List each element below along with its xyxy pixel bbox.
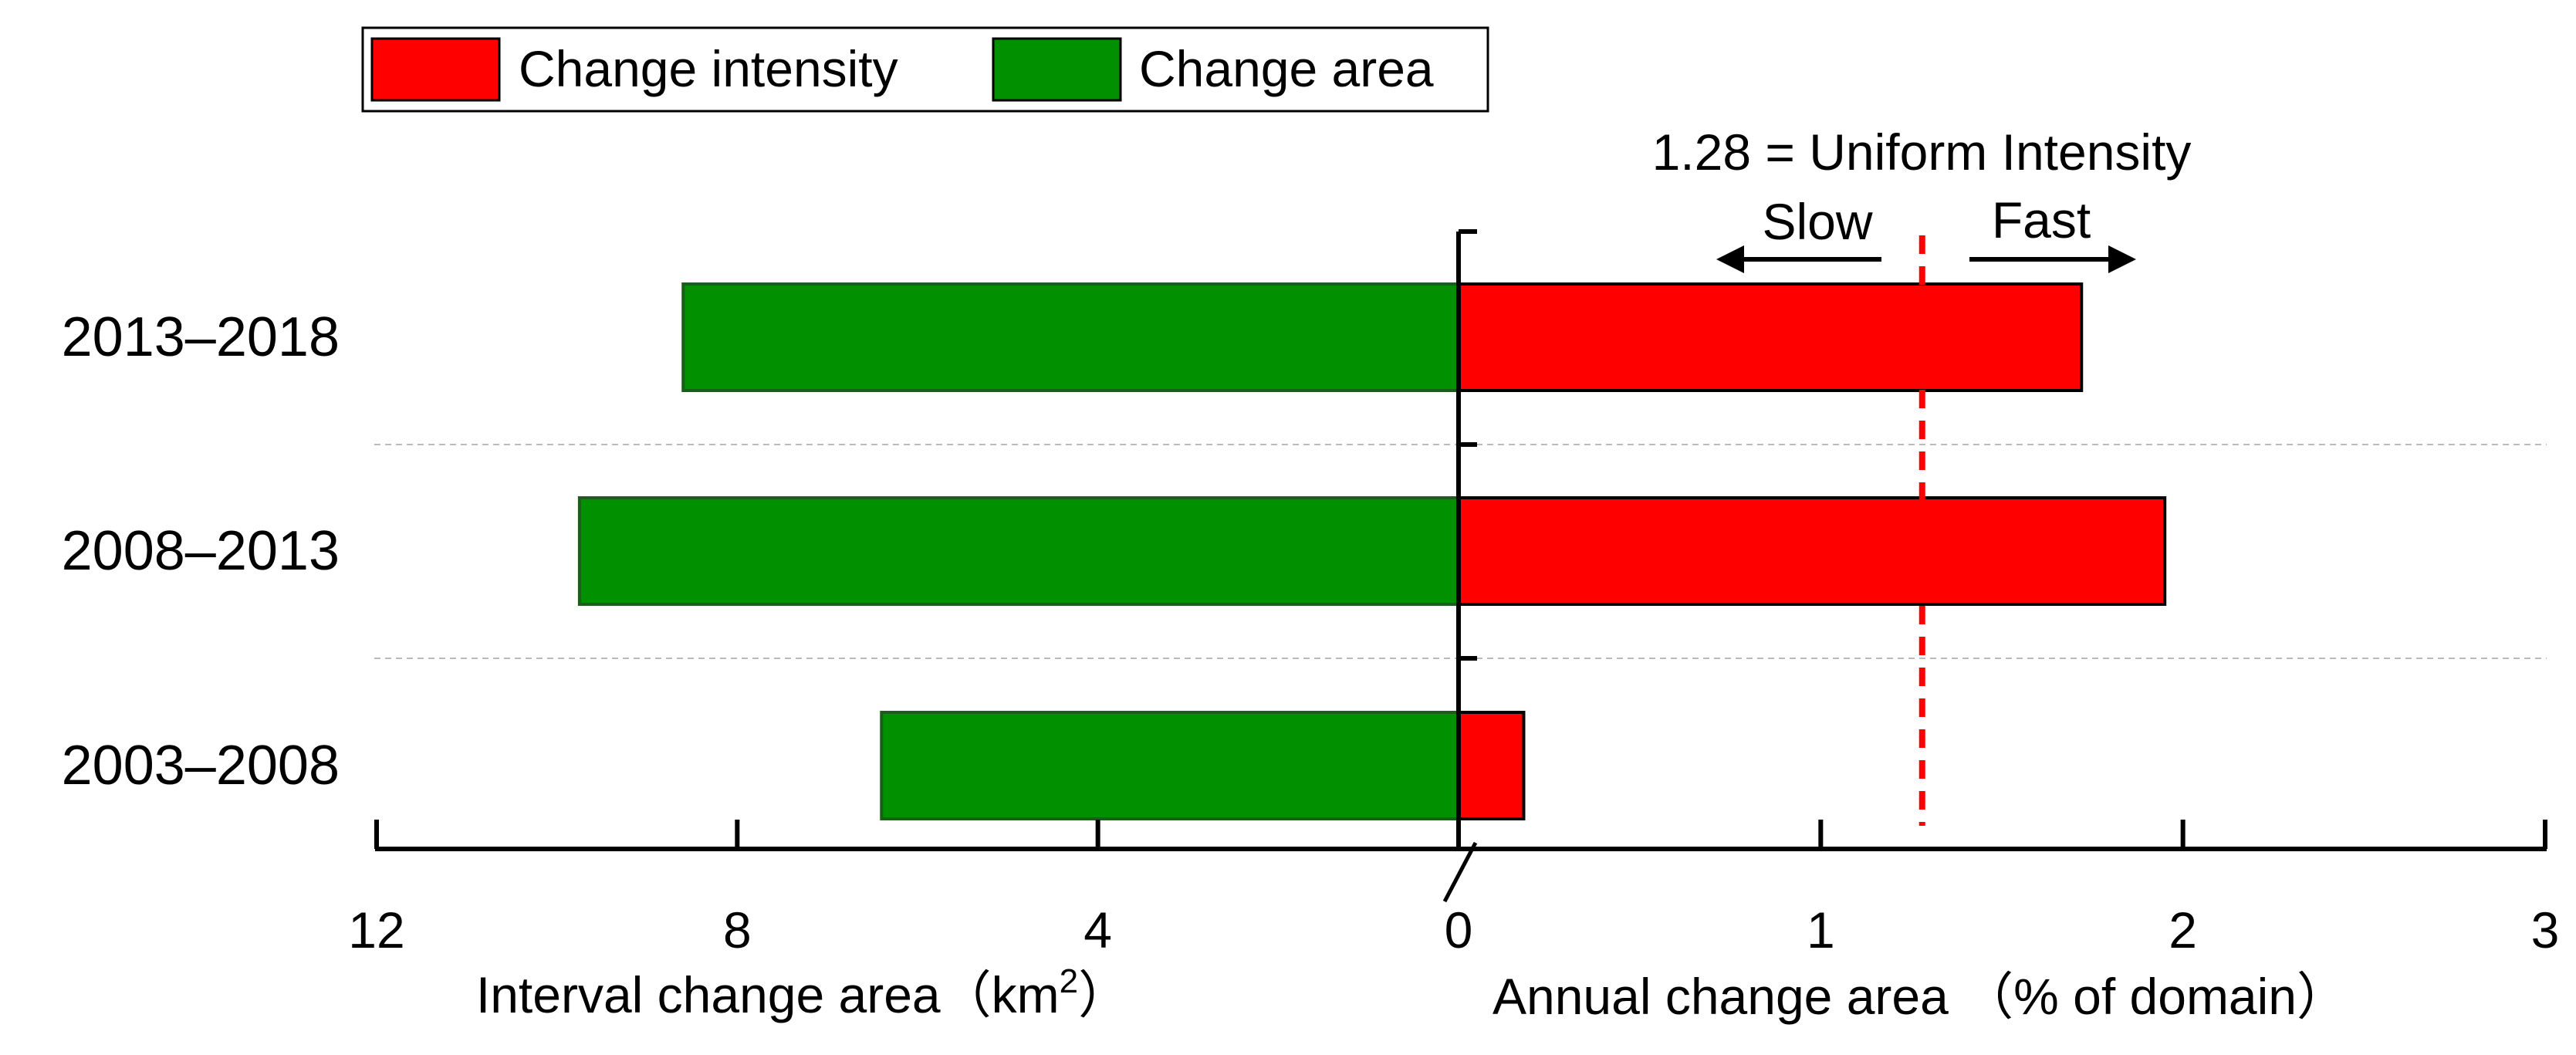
right-axis-tick-label: 3 bbox=[2531, 901, 2560, 959]
left-axis-title-end: ） bbox=[1078, 966, 1129, 1023]
right-axis-tick-label: 2 bbox=[2169, 901, 2197, 959]
right-axis-tick-label: 0 bbox=[1445, 901, 1473, 959]
legend-swatch-change-intensity bbox=[370, 37, 501, 102]
left-axis-title-superscript: 2 bbox=[1060, 962, 1078, 1000]
change-intensity-bar bbox=[1457, 282, 2084, 392]
legend-label-change-intensity: Change intensity bbox=[519, 40, 898, 97]
change-intensity-bar bbox=[1457, 711, 1526, 820]
fast-label: Fast bbox=[1992, 191, 2091, 249]
legend-swatch-change-area bbox=[992, 37, 1122, 102]
legend-frame bbox=[361, 26, 1489, 113]
change-intensity-bar bbox=[1457, 496, 2167, 606]
uniform-intensity-label: 1.28 = Uniform Intensity bbox=[1652, 123, 2192, 181]
legend-label-change-area: Change area bbox=[1139, 40, 1434, 97]
left-axis-title-text: Interval change area（km bbox=[476, 966, 1060, 1023]
left-axis-tick-label: 12 bbox=[348, 901, 404, 959]
category-label: 2013–2018 bbox=[62, 306, 340, 368]
right-axis-title: Annual change area （% of domain） bbox=[1493, 968, 2348, 1025]
change-area-bar bbox=[880, 711, 1461, 820]
slow-label: Slow bbox=[1762, 193, 1872, 250]
change-area-bar bbox=[681, 282, 1460, 392]
left-axis-tick-label: 4 bbox=[1083, 901, 1112, 959]
left-axis-tick-label: 8 bbox=[723, 901, 752, 959]
legend: Change intensity Change area bbox=[361, 26, 1489, 113]
change-area-bar bbox=[577, 496, 1460, 606]
right-axis-tick-label: 1 bbox=[1807, 901, 1835, 959]
left-axis-title: Interval change area（km2） bbox=[476, 962, 1129, 1023]
category-label: 2003–2008 bbox=[62, 735, 340, 796]
axis-break-mark bbox=[1442, 841, 1478, 903]
category-label: 2008–2013 bbox=[62, 520, 340, 582]
